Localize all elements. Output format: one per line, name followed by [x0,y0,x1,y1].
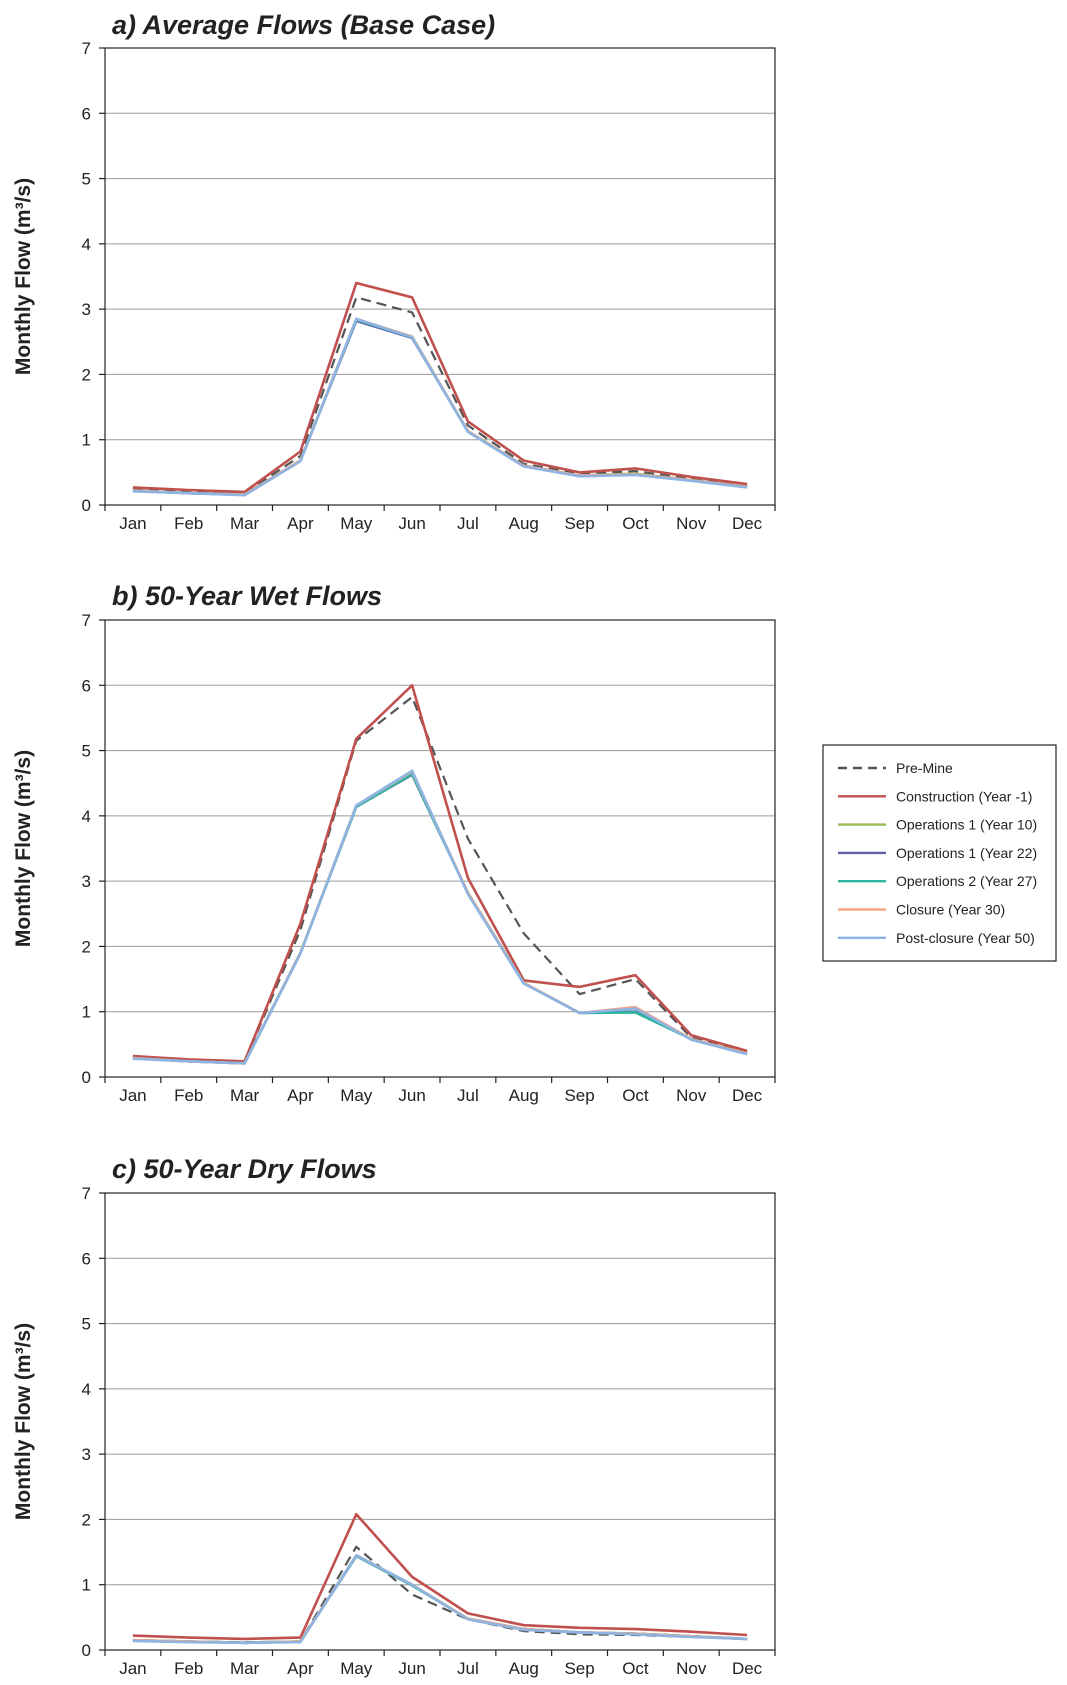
y-tick-label: 7 [82,1184,91,1203]
y-tick-label: 6 [82,104,91,123]
y-tick-label: 0 [82,496,91,515]
legend-label: Closure (Year 30) [896,902,1005,918]
x-tick-label: Jun [398,1659,425,1678]
series-line-7 [132,317,748,497]
x-tick-label: Oct [622,1086,649,1105]
y-tick-label: 1 [82,1576,91,1595]
x-tick-label: Dec [732,514,763,533]
y-tick-label: 2 [82,365,91,384]
x-tick-label: Sep [564,1086,594,1105]
chart-title: b) 50-Year Wet Flows [112,581,382,611]
y-axis-label: Monthly Flow (m³/s) [12,750,35,947]
y-tick-label: 0 [82,1641,91,1660]
y-tick-label: 4 [82,1380,91,1399]
chart-title: c) 50-Year Dry Flows [112,1154,377,1184]
series-line-4 [132,319,748,496]
x-tick-label: May [340,514,373,533]
x-tick-label: Feb [174,1086,203,1105]
plot-area [104,47,776,506]
y-tick-label: 4 [82,807,91,826]
chart-panel-2: b) 50-Year Wet Flows 0 1 2 3 4 5 6 7 Jan Feb Mar Apr… [12,581,776,1105]
x-tick-label: Nov [676,1086,707,1105]
y-axis-label: Monthly Flow (m³/s) [12,178,35,375]
legend-label: Pre-Mine [896,760,953,776]
series-line-5 [132,318,748,496]
x-tick-label: Sep [564,514,594,533]
y-tick-label: 2 [82,937,91,956]
x-tick-label: Jul [457,1086,479,1105]
y-tick-label: 7 [82,611,91,630]
y-tick-label: 5 [82,742,91,761]
x-tick-label: May [340,1086,373,1105]
x-tick-label: Oct [622,1659,649,1678]
x-tick-label: Dec [732,1659,763,1678]
series-line-2 [132,281,748,494]
x-tick-label: Jan [119,514,146,533]
x-tick-label: Aug [509,514,539,533]
x-tick-label: Dec [732,1086,763,1105]
legend: Pre-Mine Construction (Year -1) Operations… [822,744,1057,962]
series-line-3 [132,318,748,496]
y-tick-label: 5 [82,170,91,189]
x-tick-label: Oct [622,514,649,533]
x-tick-label: Mar [230,1659,260,1678]
x-tick-label: Feb [174,514,203,533]
plot-area [104,1192,776,1651]
x-tick-label: Apr [287,1086,314,1105]
legend-label: Construction (Year -1) [896,788,1032,804]
x-tick-label: Mar [230,1086,260,1105]
y-tick-label: 4 [82,235,91,254]
legend-label: Operations 1 (Year 10) [896,817,1037,833]
y-tick-label: 0 [82,1068,91,1087]
chart-panel-1: a) Average Flows (Base Case) 0 1 2 3 4 5 6 7 Jan F… [12,10,776,533]
legend-label: Operations 2 (Year 27) [896,873,1037,889]
x-tick-label: Feb [174,1659,203,1678]
x-tick-label: Jul [457,514,479,533]
x-tick-label: Aug [509,1659,539,1678]
series-line-1 [132,296,748,495]
series-line-7 [132,769,748,1065]
y-axis-label: Monthly Flow (m³/s) [12,1323,35,1520]
y-tick-label: 3 [82,300,91,319]
x-tick-label: Mar [230,514,260,533]
x-tick-label: Jan [119,1086,146,1105]
y-tick-label: 2 [82,1510,91,1529]
y-tick-label: 3 [82,872,91,891]
x-tick-label: Nov [676,514,707,533]
x-tick-label: Jan [119,1659,146,1678]
series-line-1 [132,695,748,1064]
y-tick-label: 6 [82,676,91,695]
chart-title: a) Average Flows (Base Case) [112,10,495,40]
x-tick-label: Jun [398,514,425,533]
x-tick-label: Apr [287,514,314,533]
y-tick-label: 7 [82,39,91,58]
y-tick-label: 1 [82,431,91,450]
x-tick-label: Jun [398,1086,425,1105]
x-tick-label: May [340,1659,373,1678]
y-tick-label: 3 [82,1445,91,1464]
y-tick-label: 5 [82,1315,91,1334]
series-line-7 [132,1554,748,1645]
x-tick-label: Jul [457,1659,479,1678]
series-line-2 [132,1512,748,1641]
series-line-2 [132,683,748,1063]
x-tick-label: Nov [676,1659,707,1678]
legend-label: Post-closure (Year 50) [896,930,1035,946]
x-tick-label: Apr [287,1659,314,1678]
y-tick-label: 6 [82,1249,91,1268]
y-tick-label: 1 [82,1003,91,1022]
chart-panel-3: c) 50-Year Dry Flows 0 1 2 3 4 5 6 7 Jan Feb Mar Apr… [12,1154,776,1678]
x-tick-label: Aug [509,1086,539,1105]
plot-area [104,619,776,1078]
x-tick-label: Sep [564,1659,594,1678]
legend-label: Operations 1 (Year 22) [896,845,1037,861]
series-line-6 [132,317,748,496]
